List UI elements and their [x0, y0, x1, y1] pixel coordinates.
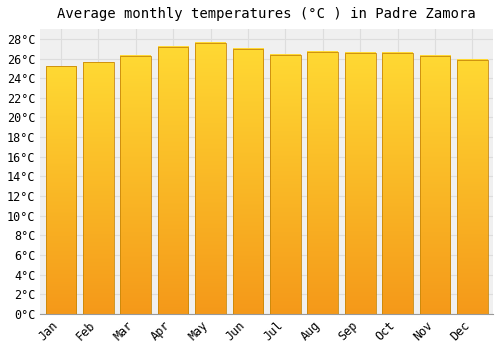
Bar [420, 56, 450, 314]
Bar [270, 55, 300, 314]
Bar [83, 62, 114, 314]
Bar [345, 52, 376, 314]
Bar [195, 43, 226, 314]
Bar [46, 66, 76, 314]
Title: Average monthly temperatures (°C ) in Padre Zamora: Average monthly temperatures (°C ) in Pa… [58, 7, 476, 21]
Bar [232, 49, 264, 314]
Bar [120, 56, 151, 314]
Bar [158, 47, 188, 314]
Bar [382, 52, 413, 314]
Bar [308, 52, 338, 314]
Bar [457, 60, 488, 314]
